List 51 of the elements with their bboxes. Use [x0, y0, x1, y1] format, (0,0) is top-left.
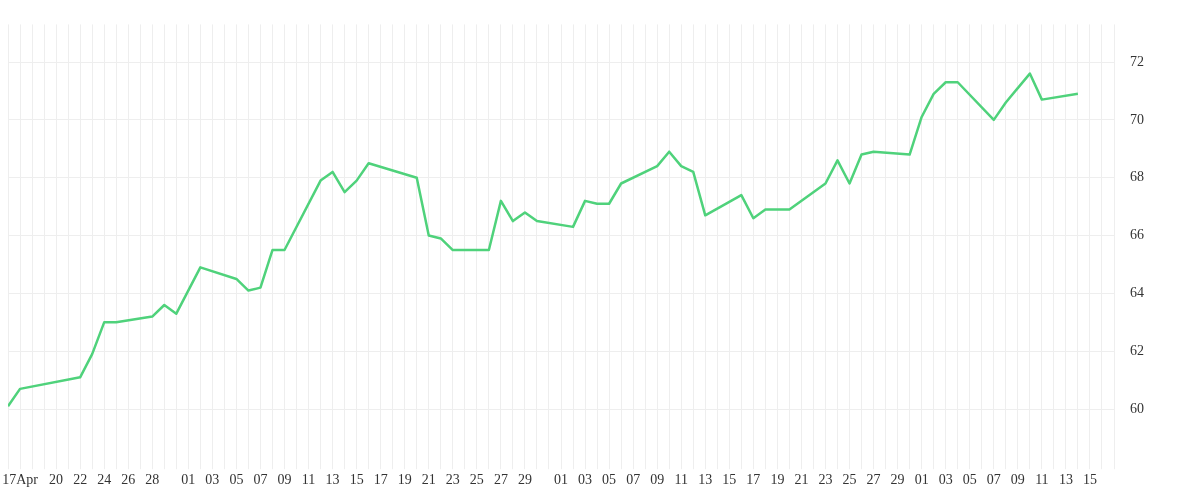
x-tick-label: 09: [1010, 472, 1025, 488]
x-tick-label: 01: [181, 472, 196, 488]
x-tick-label: 19: [397, 472, 412, 488]
x-tick-label: 21: [794, 472, 809, 488]
x-tick-label: 03: [578, 472, 593, 488]
x-tick-label: 26: [121, 472, 136, 488]
x-tick-label: 01: [914, 472, 929, 488]
x-tick-label: 15: [1082, 472, 1097, 488]
x-tick-label: 20: [49, 472, 64, 488]
x-tick-label: 28: [145, 472, 160, 488]
y-tick-label: 68: [1130, 169, 1144, 185]
x-tick-label: 05: [602, 472, 617, 488]
x-tick-label: 21: [421, 472, 436, 488]
x-tick-label: 17: [373, 472, 388, 488]
x-tick-label: 23: [445, 472, 460, 488]
x-tick-label: 11: [1035, 472, 1049, 488]
x-tick-label: 27: [866, 472, 881, 488]
x-tick-label: 17Apr: [2, 472, 39, 488]
x-tick-label: 05: [229, 472, 244, 488]
y-tick-label: 72: [1130, 53, 1144, 69]
x-tick-label: 11: [301, 472, 316, 488]
x-tick-label: 22: [73, 472, 88, 488]
x-tick-label: 29: [517, 472, 532, 488]
x-tick-label: 11: [674, 472, 688, 488]
x-tick-label: 09: [650, 472, 665, 488]
x-tick-label: 13: [325, 472, 340, 488]
x-tick-label: 19: [770, 472, 785, 488]
x-tick-label: 07: [626, 472, 641, 488]
x-tick-label: 15: [722, 472, 737, 488]
x-tick-label: 15: [349, 472, 364, 488]
x-tick-label: 13: [698, 472, 713, 488]
y-tick-label: 60: [1130, 400, 1144, 416]
x-tick-label: 25: [469, 472, 484, 488]
x-tick-label: 13: [1058, 472, 1073, 488]
x-tick-label: 23: [818, 472, 833, 488]
x-tick-label: 24: [97, 472, 112, 488]
x-tick-label: 25: [842, 472, 857, 488]
x-tick-label: 09: [277, 472, 292, 488]
x-tick-label: 29: [890, 472, 905, 488]
y-tick-label: 70: [1130, 111, 1144, 127]
x-tick-label: 17: [746, 472, 761, 488]
x-tick-label: 01: [554, 472, 568, 488]
x-tick-label: 03: [205, 472, 220, 488]
y-tick-label: 62: [1130, 342, 1144, 358]
x-tick-label: 27: [493, 472, 508, 488]
x-tick-label: 07: [986, 472, 1001, 488]
x-tick-label: 07: [253, 472, 268, 488]
x-tick-label: 05: [962, 472, 977, 488]
y-tick-label: 64: [1130, 285, 1144, 301]
y-tick-label: 66: [1130, 227, 1144, 243]
x-tick-label: 03: [938, 472, 953, 488]
